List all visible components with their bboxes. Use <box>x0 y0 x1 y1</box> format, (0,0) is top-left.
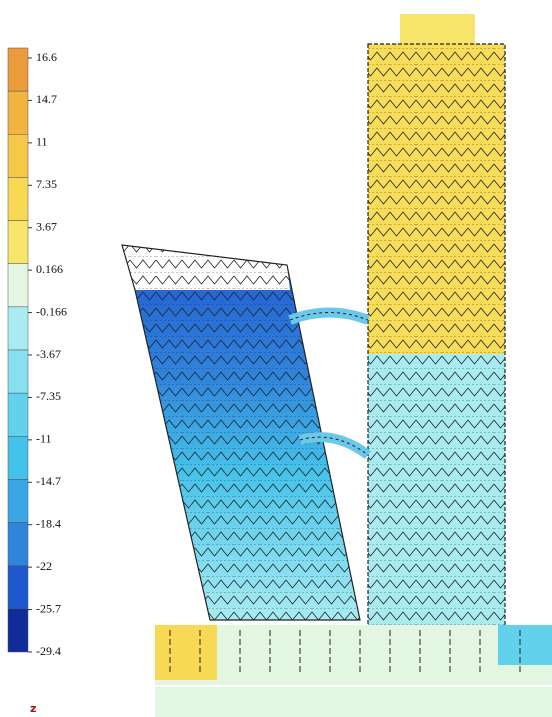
legend-bin <box>8 350 28 393</box>
legend-label: 16.6 <box>36 50 57 64</box>
legend-label: 0.166 <box>36 262 63 276</box>
legend-bin <box>8 523 28 566</box>
podium-right <box>498 625 552 665</box>
ground <box>155 687 552 717</box>
tower-cap <box>400 14 475 46</box>
result-view: 16.6 14.7 11 7.35 3.67 0.166 -0.166 -3.67 -7.35 -… <box>0 0 552 717</box>
legend-label: -7.35 <box>36 389 61 403</box>
legend-label: 14.7 <box>36 92 57 106</box>
legend-label: 3.67 <box>36 219 57 233</box>
legend-label: -11 <box>36 432 52 446</box>
legend-bin <box>8 479 28 522</box>
legend-bin <box>8 609 28 652</box>
axis-label: z <box>30 702 36 715</box>
legend-bin <box>8 134 28 177</box>
legend-label: -0.166 <box>36 304 67 318</box>
legend-label: 7.35 <box>36 177 57 191</box>
legend-bin <box>8 264 28 307</box>
podium-left <box>155 625 217 680</box>
legend-bin <box>8 393 28 436</box>
legend-bin <box>8 307 28 350</box>
legend-label: -3.67 <box>36 347 61 361</box>
legend-label: -18.4 <box>36 516 61 530</box>
legend-label: 11 <box>36 135 48 149</box>
tower-mesh <box>368 44 505 626</box>
legend-bin <box>8 48 28 91</box>
structure <box>122 14 552 717</box>
legend-bin <box>8 566 28 609</box>
legend-label: -14.7 <box>36 474 61 488</box>
legend-label: -22 <box>36 559 52 573</box>
legend-bin <box>8 177 28 220</box>
legend-label: -25.7 <box>36 601 61 615</box>
legend-bin <box>8 221 28 264</box>
legend-bin <box>8 91 28 134</box>
legend-bin <box>8 436 28 479</box>
color-legend: 16.6 14.7 11 7.35 3.67 0.166 -0.166 -3.67 -7.35 -… <box>8 48 67 658</box>
legend-label: -29.4 <box>36 644 61 658</box>
